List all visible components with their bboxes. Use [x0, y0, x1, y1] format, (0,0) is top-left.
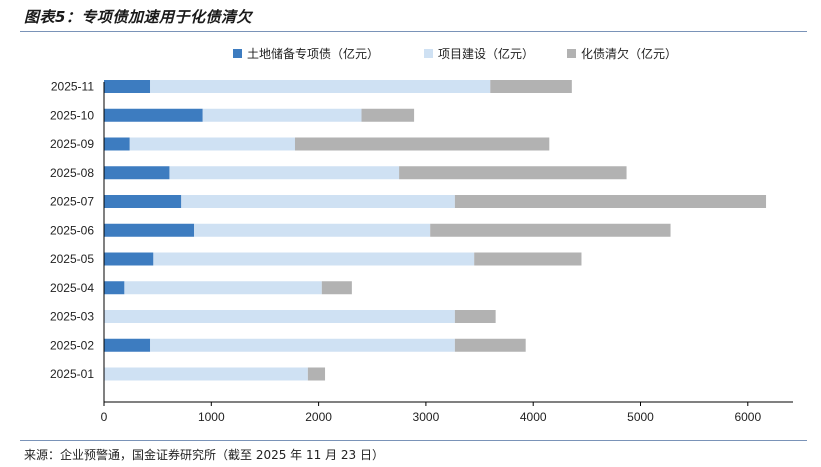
bar-segment — [490, 80, 572, 93]
legend-swatch — [567, 49, 576, 58]
bar-segment — [104, 108, 203, 122]
category-label: 2025-05 — [50, 252, 94, 266]
legend-label: 项目建设（亿元） — [438, 46, 534, 61]
bar-segment — [454, 338, 526, 352]
category-label: 2025-10 — [50, 108, 94, 122]
bar-segment — [104, 223, 195, 237]
x-tick-label: 6000 — [734, 410, 761, 424]
bar-segment — [104, 338, 151, 352]
stacked-bar-chart: 土地储备专项债（亿元） 项目建设（亿元） 化债清欠（亿元） 2025-11 2025-1… — [50, 46, 793, 424]
x-tick-label: 1000 — [198, 410, 225, 424]
bar-segment — [294, 137, 550, 151]
bar-segment — [104, 252, 154, 266]
legend-label: 化债清欠（亿元） — [581, 46, 677, 61]
bar-segment — [104, 281, 125, 295]
legend-swatch — [424, 49, 433, 58]
bar-segment — [104, 195, 182, 208]
category-label: 2025-11 — [51, 80, 94, 94]
x-tick-label: 0 — [101, 410, 108, 424]
bar-segment — [104, 310, 455, 323]
bar-segment — [361, 108, 415, 122]
bar-segment — [399, 166, 627, 180]
bar-segment — [104, 166, 170, 180]
bar-segment — [430, 223, 671, 237]
chart-title: 图表5：专项债加速用于化债清欠 — [24, 8, 252, 26]
category-label: 2025-06 — [50, 223, 94, 237]
category-label: 2025-07 — [50, 195, 94, 209]
bar-segment — [194, 223, 431, 237]
bar-segment — [104, 137, 130, 151]
x-tick-label: 4000 — [520, 410, 547, 424]
x-tick-label: 5000 — [627, 410, 654, 424]
legend-label: 土地储备专项债（亿元） — [247, 46, 379, 61]
bar-segment — [202, 108, 362, 122]
bar-segment — [321, 281, 352, 295]
bar-segment — [307, 367, 326, 381]
bar-segment — [124, 281, 322, 295]
category-label: 2025-08 — [50, 166, 94, 180]
bar-segment — [150, 338, 455, 352]
category-label: 2025-01 — [50, 367, 94, 381]
bar-segment — [104, 80, 151, 93]
bar-segment — [104, 367, 308, 381]
category-label: 2025-02 — [50, 338, 94, 352]
category-label: 2025-03 — [50, 310, 94, 324]
bar-segment — [129, 137, 295, 151]
bar-segment — [169, 166, 400, 180]
bar-segment — [150, 80, 491, 93]
category-label: 2025-09 — [50, 137, 94, 151]
category-label: 2025-04 — [50, 281, 94, 295]
footer-divider — [20, 440, 807, 441]
bar-segment — [454, 310, 496, 323]
bar-segment — [454, 195, 767, 208]
bar-segment — [474, 252, 582, 266]
bar-segment — [153, 252, 475, 266]
legend-swatch — [233, 49, 242, 58]
x-tick-label: 2000 — [305, 410, 332, 424]
bar-segment — [181, 195, 455, 208]
x-tick-label: 3000 — [413, 410, 440, 424]
source-note: 来源：企业预警通，国金证券研究所（截至 2025 年 11 月 23 日） — [24, 448, 384, 462]
title-divider — [20, 31, 807, 32]
